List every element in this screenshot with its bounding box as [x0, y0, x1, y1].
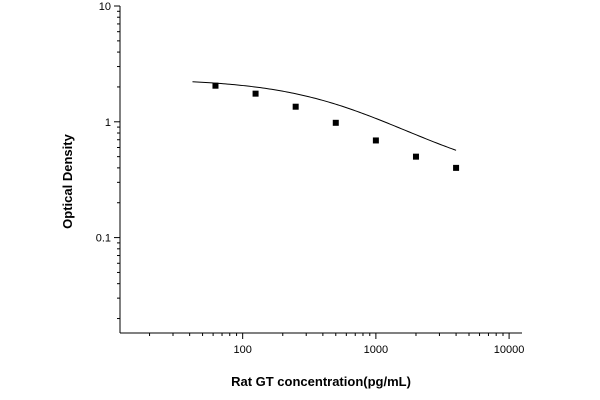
data-point [252, 90, 259, 97]
plot-area: 100 1000 10000 0.1 1 10 [96, 1, 525, 356]
data-point [372, 137, 379, 144]
data-point [212, 82, 219, 89]
y-axis-title: Optical Density [60, 133, 75, 228]
y-tick-label: 0.1 [96, 233, 111, 245]
x-tick-label: 10000 [494, 344, 525, 356]
data-markers [212, 82, 460, 171]
axis-ticks [114, 5, 510, 339]
y-tick-label: 10 [99, 1, 111, 13]
axis-tick-labels: 100 1000 10000 0.1 1 10 [96, 1, 525, 356]
x-axis-title: Rat GT concentration(pg/mL) [231, 374, 411, 389]
data-point [332, 119, 339, 126]
data-point [412, 153, 419, 160]
data-point [453, 164, 460, 171]
x-tick-label: 1000 [364, 344, 388, 356]
data-point [292, 103, 299, 110]
y-tick-label: 1 [105, 117, 111, 129]
fit-curve [192, 81, 457, 151]
x-tick-label: 100 [233, 344, 251, 356]
